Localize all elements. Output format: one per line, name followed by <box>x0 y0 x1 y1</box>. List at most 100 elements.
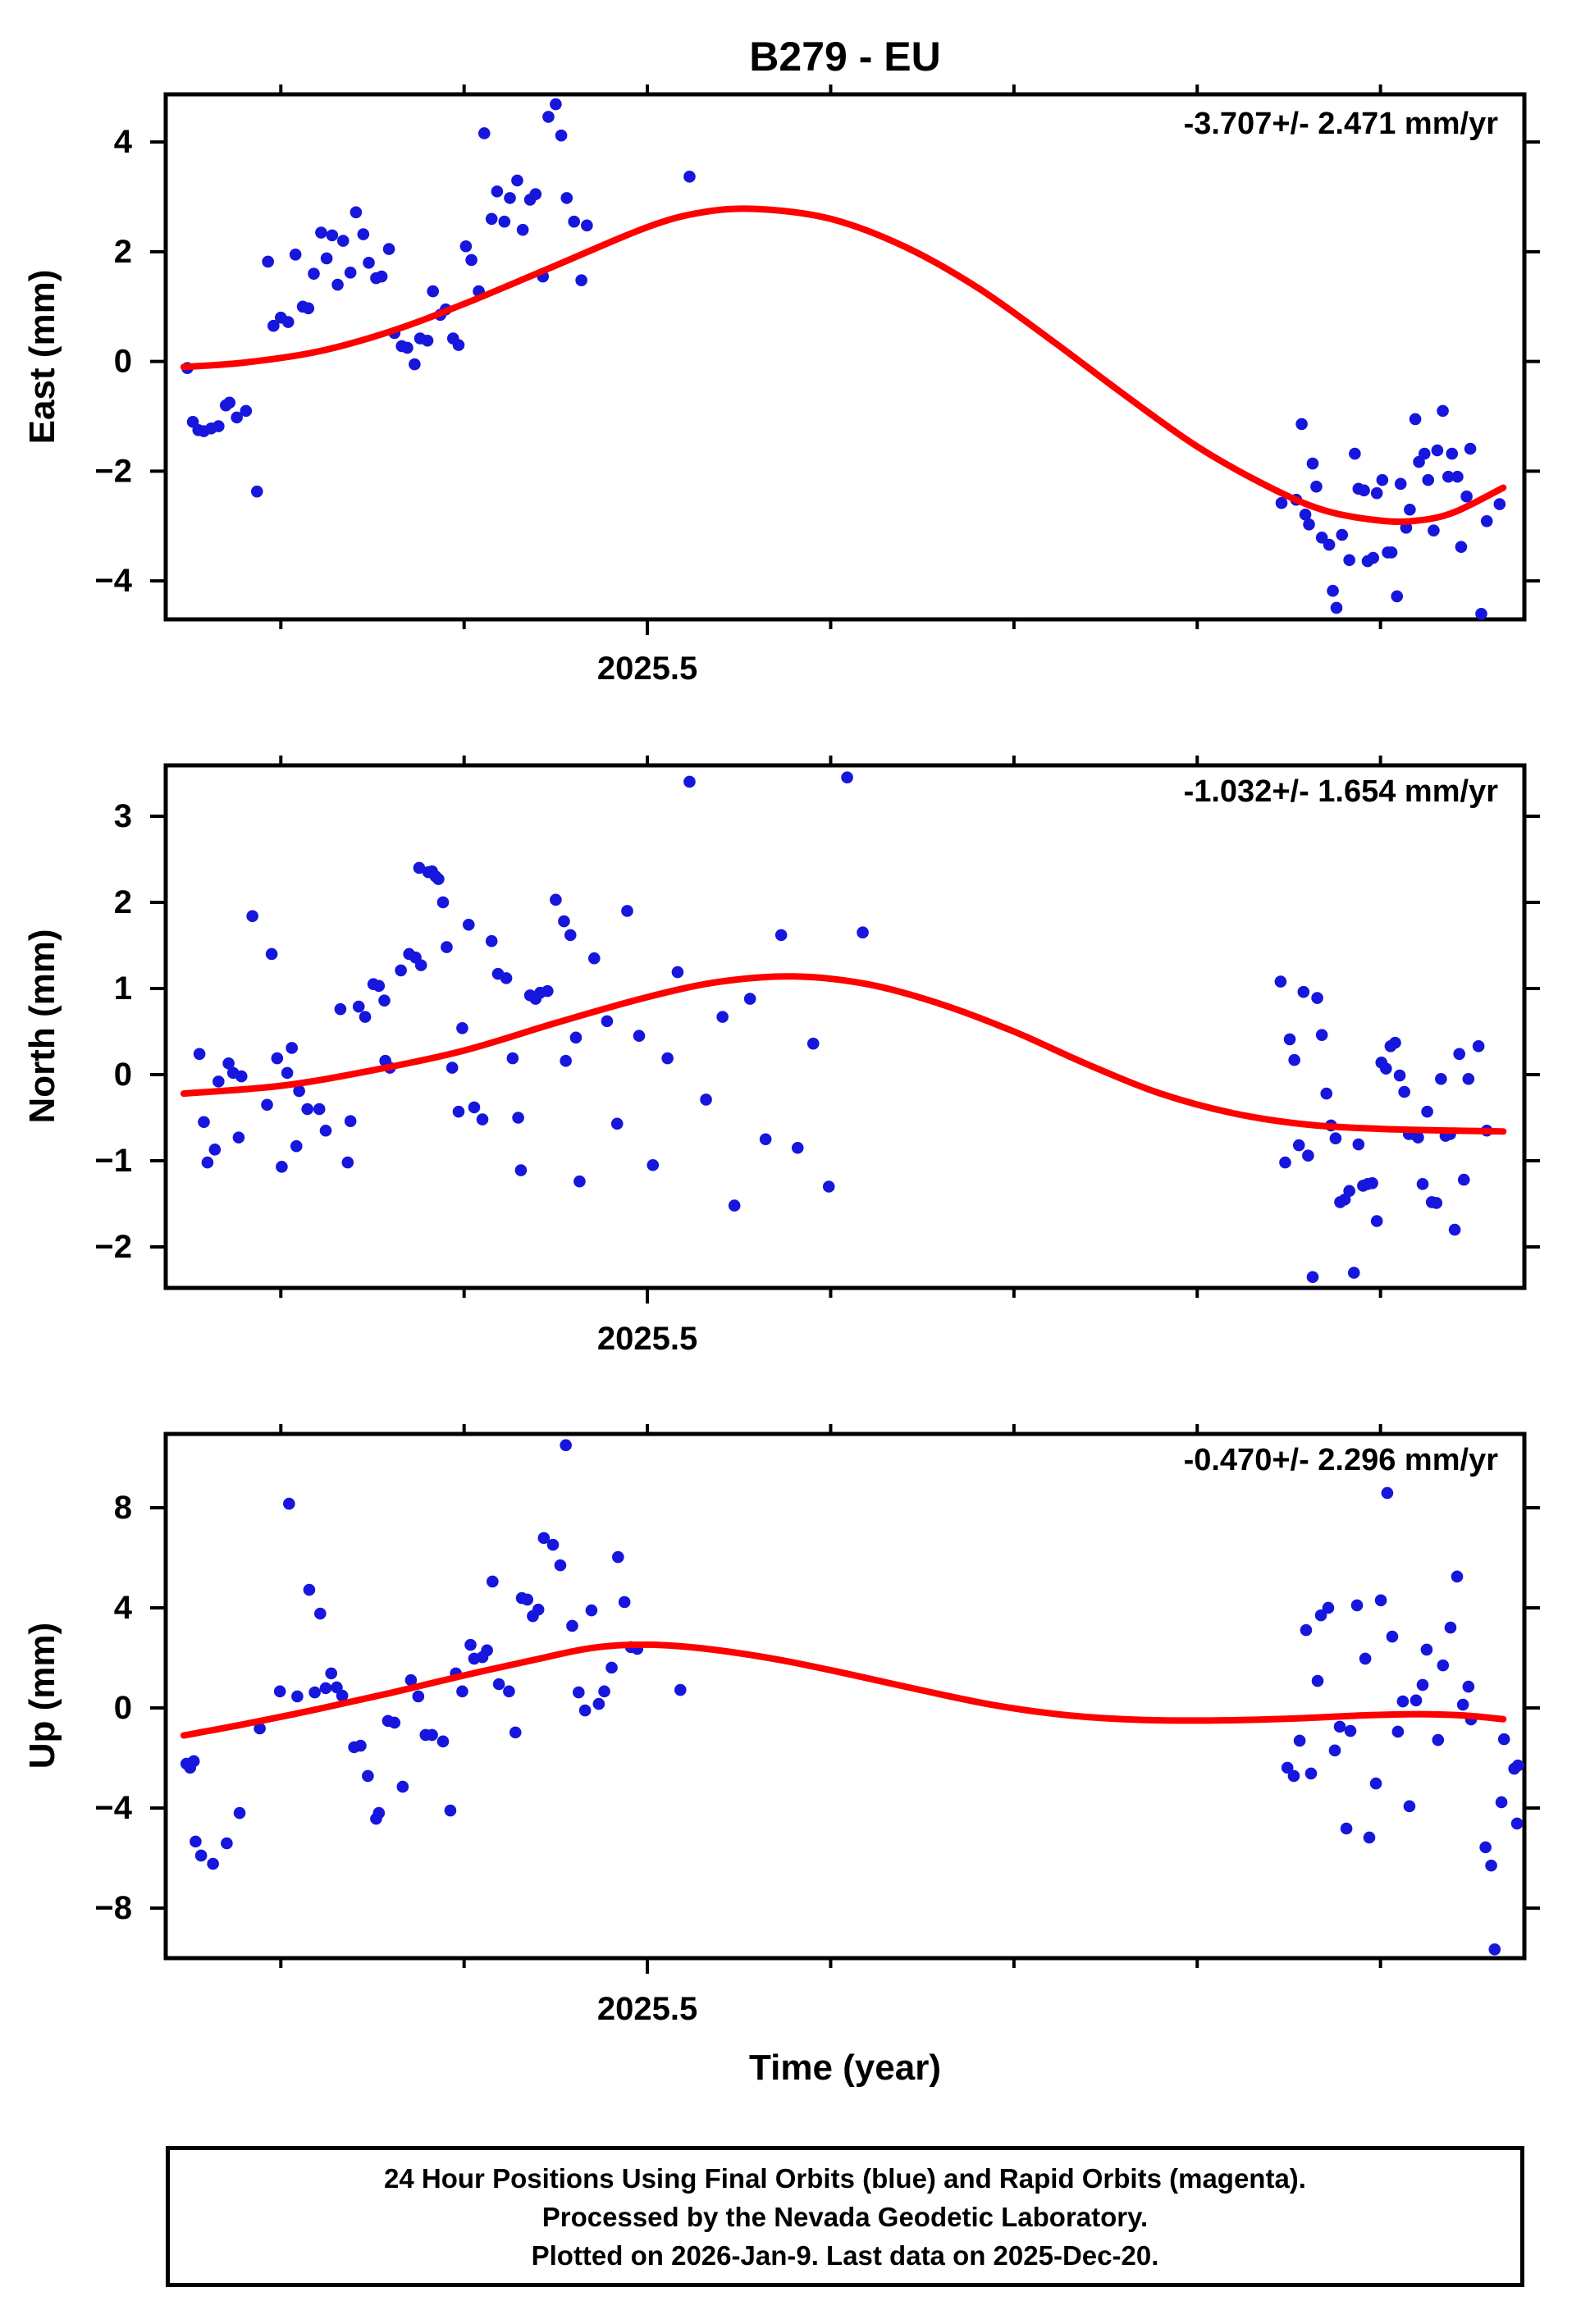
north-data-point <box>1347 1267 1360 1279</box>
north-data-point <box>564 929 577 942</box>
up-data-point <box>184 1761 197 1774</box>
footer-line-orbits: 24 Hour Positions Using Final Orbits (bl… <box>384 2162 1306 2194</box>
up-data-point <box>532 1603 545 1616</box>
north-xtick-label: 2025.5 <box>596 1321 698 1357</box>
up-data-point <box>1437 1659 1450 1672</box>
east-data-point <box>231 411 243 424</box>
north-data-point <box>774 929 788 942</box>
east-data-point <box>344 267 357 279</box>
north-data-point <box>441 941 453 953</box>
east-data-point <box>320 252 333 265</box>
east-ytick-label: −4 <box>94 563 132 599</box>
north-data-point <box>1462 1072 1475 1085</box>
up-data-point <box>1287 1769 1300 1783</box>
north-data-point <box>512 1112 524 1124</box>
up-data-point <box>1416 1678 1429 1692</box>
north-data-point <box>1302 1149 1314 1162</box>
up-panel-frame <box>163 1431 1527 1961</box>
up-data-point <box>1432 1733 1445 1746</box>
east-data-point <box>560 192 573 204</box>
north-data-point <box>683 775 696 788</box>
up-data-point <box>578 1704 592 1717</box>
north-data-point <box>1380 1062 1392 1075</box>
east-data-point <box>281 316 295 328</box>
north-data-point <box>1472 1040 1485 1052</box>
north-data-point <box>235 1070 248 1083</box>
east-data-point <box>409 358 421 371</box>
up-data-point <box>605 1661 618 1674</box>
east-data-point <box>1464 442 1477 455</box>
north-data-point <box>1288 1053 1300 1066</box>
east-ytick-label: 0 <box>114 344 132 380</box>
north-data-point <box>560 1054 572 1067</box>
up-data-point <box>1420 1643 1433 1656</box>
east-data-point <box>1394 477 1407 491</box>
north-data-point <box>1329 1132 1342 1144</box>
up-data-point <box>426 1728 438 1742</box>
north-data-point <box>271 1052 284 1065</box>
east-data-point <box>465 253 477 267</box>
north-data-point <box>201 1156 214 1169</box>
east-data-point <box>485 212 498 226</box>
north-data-point <box>265 947 278 961</box>
east-data-point <box>1306 457 1319 470</box>
up-data-point <box>509 1726 522 1739</box>
north-data-point <box>344 1115 357 1127</box>
east-data-point <box>1385 546 1398 559</box>
north-data-point <box>1343 1185 1355 1198</box>
up-data-point <box>1314 1609 1327 1622</box>
north-data-point <box>806 1037 820 1050</box>
east-data-point <box>568 215 581 228</box>
up-xtick-label: 2025.5 <box>596 1991 698 2027</box>
north-data-point <box>313 1103 326 1116</box>
north-data-point <box>514 1164 528 1176</box>
east-data-point <box>302 302 315 315</box>
up-data-point <box>1403 1800 1416 1813</box>
up-data-point <box>1363 1831 1376 1844</box>
up-data-point <box>190 1835 202 1848</box>
north-data-point <box>1352 1138 1365 1151</box>
north-data-point <box>791 1141 804 1154</box>
up-axis-title: Up (mm) <box>22 1622 62 1769</box>
up-data-point <box>1396 1695 1410 1708</box>
up-data-point <box>487 1575 499 1588</box>
up-data-point <box>362 1769 374 1783</box>
north-data-point <box>395 964 407 977</box>
up-data-point <box>314 1607 327 1620</box>
east-data-point <box>542 111 555 123</box>
up-data-point <box>207 1857 219 1870</box>
north-data-point <box>290 1139 303 1153</box>
up-data-point <box>1485 1859 1497 1872</box>
east-xtick-label: 2025.5 <box>596 651 698 687</box>
up-data-point <box>464 1638 477 1651</box>
up-data-point <box>1328 1744 1341 1757</box>
up-data-point <box>396 1780 409 1793</box>
up-data-point <box>221 1837 233 1850</box>
north-velocity-annotation: -1.032+/- 1.654 mm/yr <box>1183 774 1498 809</box>
north-data-point <box>506 1052 519 1065</box>
north-data-point <box>633 1030 646 1043</box>
north-data-point <box>1393 1069 1406 1082</box>
up-data-point <box>492 1678 505 1691</box>
north-panel-frame <box>163 763 1527 1290</box>
east-data-point <box>1358 484 1370 497</box>
up-data-point <box>674 1683 687 1696</box>
north-data-point <box>1389 1036 1401 1049</box>
east-data-point <box>1451 470 1464 483</box>
up-data-point <box>291 1690 304 1703</box>
up-data-point <box>1369 1777 1382 1790</box>
north-data-point <box>1283 1033 1296 1046</box>
east-data-point <box>1428 524 1440 536</box>
up-data-point <box>1381 1486 1394 1500</box>
north-data-point <box>413 861 426 874</box>
east-ytick-label: 4 <box>114 124 133 160</box>
east-data-point <box>1343 554 1355 567</box>
north-data-point <box>500 972 513 984</box>
north-data-point <box>1274 975 1287 988</box>
north-data-point <box>286 1042 298 1054</box>
east-data-point <box>459 240 473 253</box>
east-ytick-label: −2 <box>94 453 132 489</box>
up-data-point <box>1359 1652 1372 1665</box>
up-data-point <box>303 1583 316 1596</box>
